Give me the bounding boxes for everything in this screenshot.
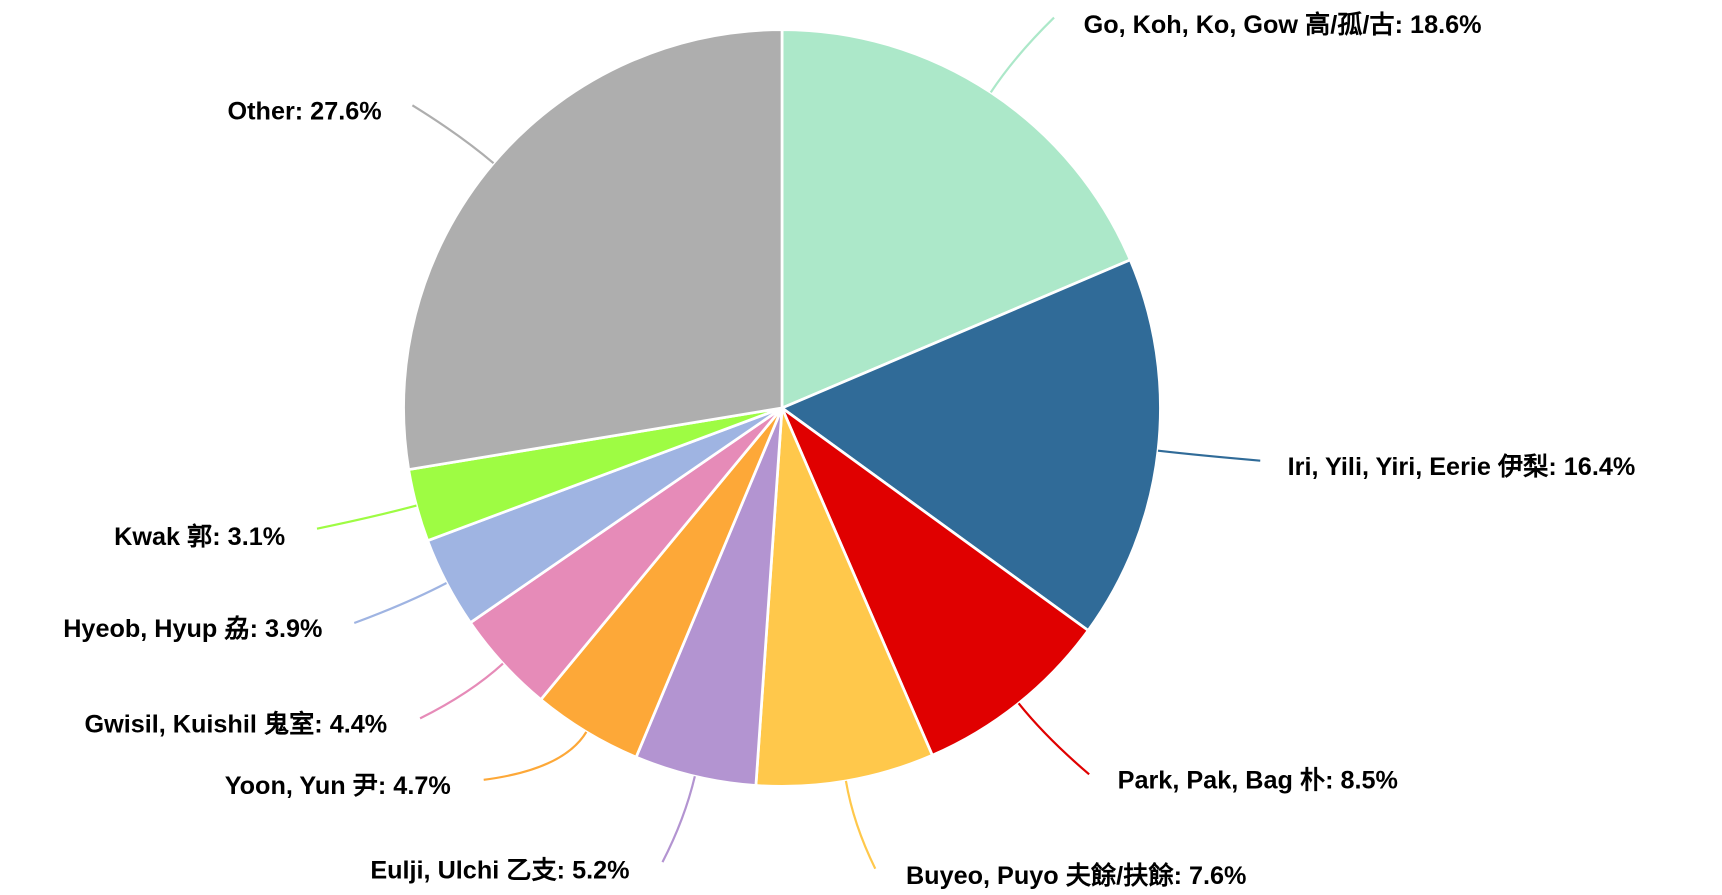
leader-line [1017, 702, 1090, 776]
pie-slice [402, 28, 784, 472]
pie-slice [778, 403, 1091, 758]
leader-lines [316, 16, 1261, 870]
leader-line [316, 504, 417, 530]
slice-label: Go, Koh, Ko, Gow 高/孤/古: 18.6% [1084, 10, 1482, 39]
slice-label: Gwisil, Kuishil 鬼室: 4.4% [84, 710, 387, 739]
leader-line [411, 104, 495, 165]
slice-label: Park, Pak, Bag 朴: 8.5% [1118, 767, 1398, 795]
leader-line [353, 582, 448, 625]
pie-slice [779, 258, 1162, 633]
slice-label: Eulji, Ulchi 乙支: 5.2% [370, 857, 629, 885]
slice-label: Buyeo, Puyo 夫餘/扶餘: 7.6% [906, 861, 1247, 890]
slice-label: Hyeob, Hyup 劦: 3.9% [63, 615, 322, 643]
slice-label: Kwak 郭: 3.1% [114, 522, 285, 551]
leader-line [989, 16, 1055, 94]
slice-label: Yoon, Yun 尹: 4.7% [225, 772, 451, 800]
slice-label: Other: 27.6% [228, 98, 382, 126]
leader-line [483, 731, 588, 781]
leader-line [419, 662, 504, 720]
pie-slices [402, 28, 1162, 788]
leader-line [1157, 449, 1261, 462]
slice-labels: Go, Koh, Ko, Gow 高/孤/古: 18.6% Iri, Yili, … [63, 10, 1635, 890]
slice-label: Iri, Yili, Yiri, Eerie 伊梨: 16.4% [1288, 453, 1636, 481]
pie-slice [754, 407, 935, 788]
leader-line [661, 775, 696, 863]
leader-line [844, 780, 877, 870]
